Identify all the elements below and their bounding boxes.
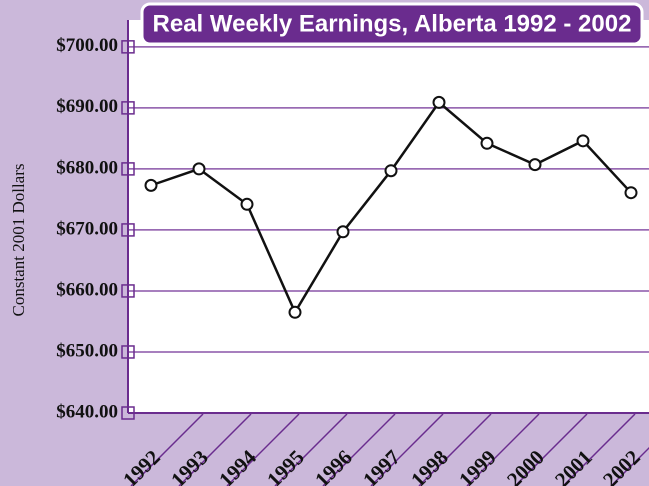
plot-area xyxy=(128,20,649,413)
x-band xyxy=(514,413,588,486)
x-band xyxy=(226,413,300,486)
point xyxy=(192,162,206,176)
point xyxy=(624,186,638,200)
y-axis-label: Constant 2001 Dollars xyxy=(9,164,28,317)
tick-mark xyxy=(121,101,135,115)
point xyxy=(576,134,590,148)
x-band xyxy=(466,413,540,486)
tick-mark xyxy=(121,345,135,359)
point xyxy=(336,225,350,239)
point xyxy=(432,95,446,109)
point xyxy=(288,305,302,319)
x-band xyxy=(370,413,444,486)
x-band xyxy=(322,413,396,486)
tick-mark xyxy=(121,162,135,176)
chart-title: Real Weekly Earnings, Alberta 1992 - 200… xyxy=(153,10,632,37)
title-box xyxy=(140,2,644,46)
y-tick-label: $670.00 xyxy=(56,218,118,239)
x-band xyxy=(274,413,348,486)
tick-mark xyxy=(121,406,135,420)
point xyxy=(480,136,494,150)
point xyxy=(384,164,398,178)
y-tick-label: $690.00 xyxy=(56,96,118,117)
y-tick-label: $680.00 xyxy=(56,157,118,178)
x-band xyxy=(610,446,649,486)
y-tick-label: $660.00 xyxy=(56,279,118,300)
x-band xyxy=(130,413,204,486)
x-band xyxy=(562,413,636,486)
point xyxy=(144,178,158,192)
point xyxy=(240,197,254,211)
point xyxy=(528,158,542,172)
y-tick-label: $640.00 xyxy=(56,401,118,422)
x-band xyxy=(178,413,252,486)
y-tick-label: $650.00 xyxy=(56,340,118,361)
tick-mark xyxy=(121,284,135,298)
tick-mark xyxy=(121,223,135,237)
x-band xyxy=(418,413,492,486)
tick-mark xyxy=(121,40,135,54)
y-tick-label: $700.00 xyxy=(56,35,118,56)
